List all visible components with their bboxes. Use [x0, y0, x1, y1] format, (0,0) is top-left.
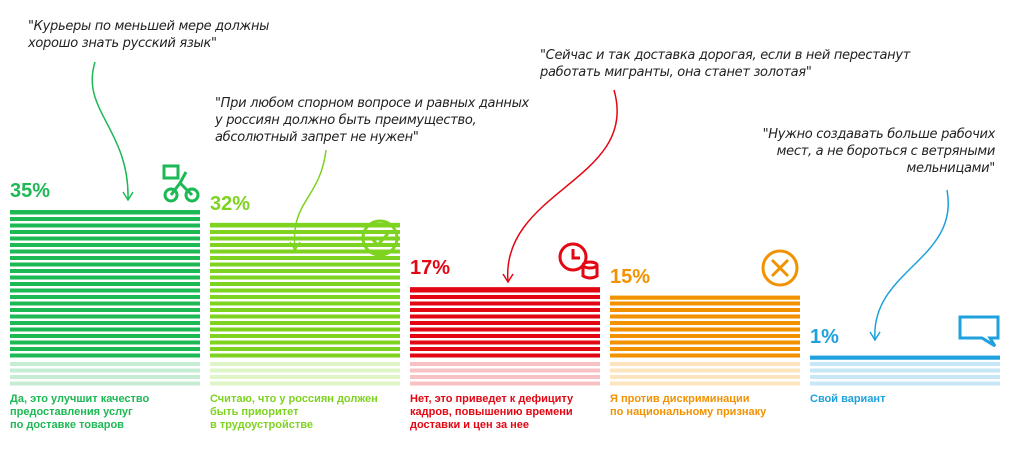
value-label: 32% [210, 192, 251, 215]
bar-cap [210, 222, 400, 227]
category-label: Нет, это приведет к дефициту кадров, пов… [410, 393, 574, 431]
bar [210, 222, 400, 360]
arrow-head [289, 241, 301, 252]
faded-stripe [410, 381, 600, 386]
comment-icon [958, 315, 1000, 348]
faded-stripe [410, 375, 600, 379]
bar-cap [10, 210, 200, 214]
quote: "Сейчас и так доставка дорогая, если в н… [540, 48, 911, 80]
bar-cap [810, 355, 1000, 360]
arrow-head [122, 191, 134, 202]
bar [10, 210, 200, 360]
faded-stripe [410, 368, 600, 373]
icons [162, 164, 1000, 348]
category-label: Я против дискриминации по национальному … [610, 393, 767, 418]
faded-stripe [10, 368, 200, 373]
faded-stripe [210, 362, 400, 366]
value-label: 15% [610, 265, 651, 288]
faded-stripe [610, 362, 800, 366]
value-label: 17% [410, 257, 451, 280]
category-label: Да, это улучшит качество предоставления … [10, 393, 150, 431]
quote-arrow [293, 149, 327, 251]
faded-stripe [810, 362, 1000, 366]
quote: "Нужно создавать больше рабочих мест, а … [762, 127, 996, 176]
quote-arrow [507, 89, 618, 283]
faded-stripe [810, 375, 1000, 379]
quote-arrow [91, 61, 129, 201]
value-label: 35% [10, 180, 51, 202]
bar-cap [410, 287, 600, 292]
arrow-head [502, 273, 514, 284]
faded-stripe [10, 375, 200, 379]
courier-icon [162, 164, 200, 203]
faded-stripe [210, 368, 400, 373]
faded-stripe [610, 381, 800, 386]
category-label: Свой вариант [810, 393, 886, 405]
quote: "При любом спорном вопросе и равных данн… [215, 96, 529, 145]
faded-stripe [810, 381, 1000, 386]
faded-stripe [210, 375, 400, 379]
bar [610, 295, 800, 360]
bar-cap [610, 295, 800, 300]
quote-arrow [874, 189, 950, 341]
faded-stripe [210, 381, 400, 386]
value-label: 1% [810, 325, 839, 348]
bar [410, 287, 600, 360]
faded-stripe [10, 381, 200, 386]
faded-stripe [610, 375, 800, 379]
arrow-head [869, 331, 881, 342]
faded-stripe [410, 362, 600, 366]
category-label: Считаю, что у россиян должен быть приори… [210, 393, 378, 431]
clock-icon [558, 242, 599, 280]
faded-stripe [610, 368, 800, 373]
faded-stripe [10, 362, 200, 366]
quote: "Курьеры по меньшей мере должны хорошо з… [28, 19, 270, 51]
faded-stripe [810, 368, 1000, 373]
cross-icon [761, 249, 799, 287]
